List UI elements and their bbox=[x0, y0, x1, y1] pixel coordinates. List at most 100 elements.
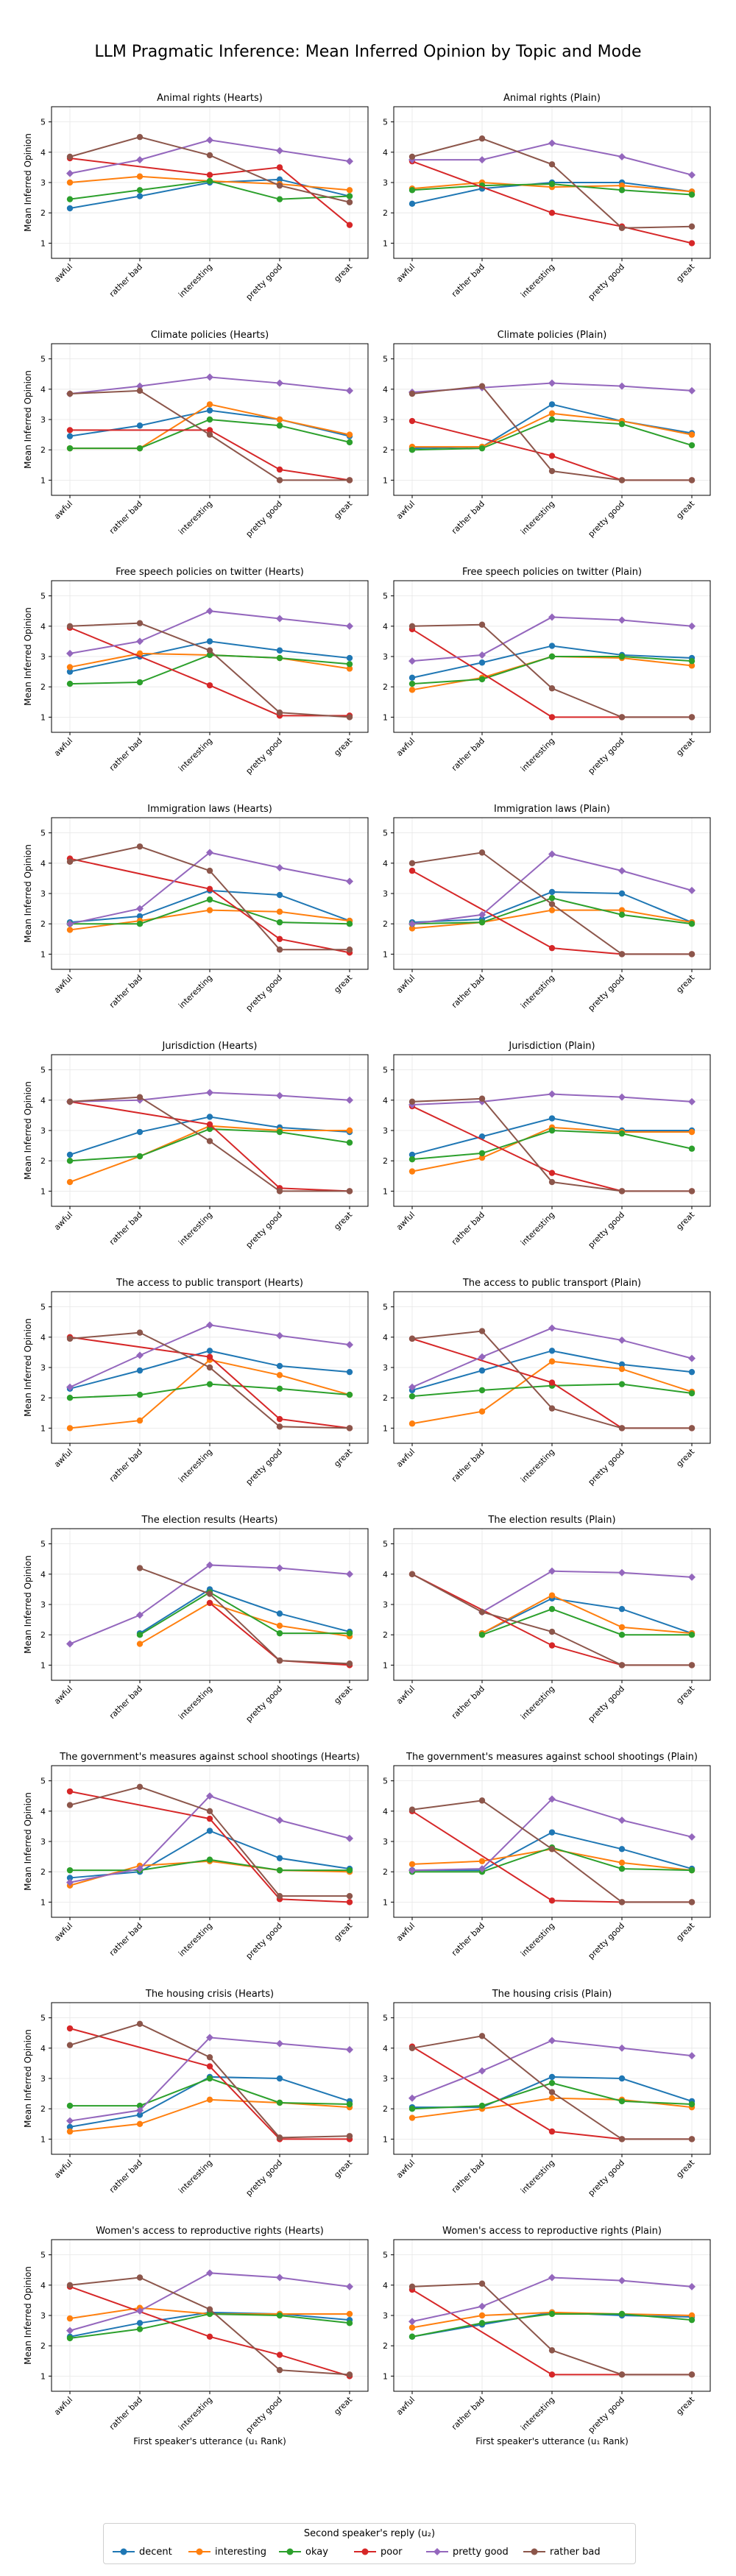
data-point bbox=[66, 2326, 74, 2335]
data-point bbox=[276, 1622, 283, 1630]
y-tick-label: 5 bbox=[40, 1303, 46, 1312]
y-tick-label: 3 bbox=[383, 415, 388, 425]
data-point bbox=[136, 1417, 144, 1424]
data-point bbox=[688, 2136, 696, 2142]
data-point bbox=[206, 1792, 213, 1800]
x-tick-label: pretty good bbox=[244, 1447, 285, 1487]
y-tick-label: 2 bbox=[383, 1393, 388, 1403]
data-point bbox=[478, 2067, 486, 2075]
data-point bbox=[478, 1865, 486, 1873]
data-point bbox=[688, 662, 696, 669]
data-point bbox=[346, 1188, 353, 1195]
data-point bbox=[478, 1797, 486, 1804]
y-tick-label: 3 bbox=[383, 1837, 388, 1847]
x-tick-label: pretty good bbox=[244, 973, 285, 1013]
series-line-poor bbox=[411, 160, 693, 244]
data-point bbox=[276, 1816, 283, 1825]
data-point bbox=[548, 2371, 556, 2378]
x-tick-label: interesting bbox=[519, 2395, 556, 2432]
x-tick-label: rather bad bbox=[450, 1921, 486, 1958]
data-point bbox=[276, 379, 283, 387]
data-point bbox=[408, 390, 416, 397]
y-tick-label: 5 bbox=[40, 1777, 46, 1786]
panel-title: Women's access to reproductive rights (H… bbox=[96, 2226, 324, 2237]
x-tick-label: pretty good bbox=[587, 1210, 627, 1250]
data-point bbox=[276, 146, 283, 155]
x-tick-label: rather bad bbox=[107, 2158, 144, 2195]
data-point bbox=[408, 153, 416, 160]
data-point bbox=[688, 2101, 696, 2108]
y-tick-label: 1 bbox=[40, 1660, 46, 1670]
data-point bbox=[688, 1188, 696, 1195]
chart-panel: The election results (Hearts) 1 2 3 4 5 Mean I… bbox=[23, 1515, 369, 1724]
x-tick-label: awful bbox=[52, 973, 74, 995]
data-point bbox=[408, 623, 416, 629]
data-point bbox=[688, 1899, 696, 1906]
x-tick-label: awful bbox=[52, 1447, 74, 1469]
data-point bbox=[688, 386, 696, 394]
data-point bbox=[548, 1358, 556, 1365]
data-point bbox=[66, 2042, 74, 2048]
data-point bbox=[66, 2315, 74, 2322]
data-point bbox=[618, 2276, 626, 2285]
data-point bbox=[408, 2324, 416, 2331]
y-tick-label: 2 bbox=[383, 1630, 388, 1640]
data-point bbox=[688, 1368, 696, 1376]
data-point bbox=[346, 2310, 353, 2318]
y-tick-label: 5 bbox=[40, 2251, 46, 2260]
y-tick-label: 5 bbox=[383, 355, 388, 364]
data-point bbox=[548, 888, 556, 896]
x-tick-label: interesting bbox=[177, 1684, 214, 1722]
data-point bbox=[408, 2283, 416, 2290]
x-tick-label: pretty good bbox=[587, 262, 627, 302]
data-point bbox=[346, 2320, 353, 2326]
data-point bbox=[136, 1565, 144, 1571]
data-point bbox=[66, 1640, 74, 1648]
chart-panel: Animal rights (Plain) 1 2 3 4 5 awful rather ba… bbox=[383, 93, 711, 302]
x-tick-label: pretty good bbox=[244, 1210, 285, 1250]
data-point bbox=[206, 373, 213, 381]
y-tick-label: 5 bbox=[40, 829, 46, 838]
data-point bbox=[206, 907, 213, 913]
data-point bbox=[346, 1096, 353, 1104]
data-point bbox=[408, 2115, 416, 2121]
y-tick-label: 3 bbox=[383, 1126, 388, 1136]
y-tick-label: 5 bbox=[383, 1303, 388, 1312]
data-point bbox=[548, 2128, 556, 2135]
y-tick-label: 1 bbox=[383, 2371, 388, 2381]
data-point bbox=[346, 1341, 353, 1349]
y-tick-label: 5 bbox=[383, 592, 388, 601]
data-point bbox=[688, 2282, 696, 2290]
panel-title: The election results (Hearts) bbox=[141, 1515, 278, 1526]
y-tick-label: 4 bbox=[383, 859, 388, 868]
data-point bbox=[346, 1127, 353, 1134]
y-tick-label: 4 bbox=[40, 1570, 46, 1579]
data-point bbox=[136, 134, 144, 141]
data-point bbox=[66, 1383, 74, 1391]
data-point bbox=[478, 651, 486, 659]
data-point bbox=[478, 621, 486, 628]
data-point bbox=[618, 1365, 626, 1373]
data-point bbox=[618, 1425, 626, 1432]
data-point bbox=[618, 653, 626, 660]
data-point bbox=[548, 1127, 556, 1134]
data-point bbox=[548, 1605, 556, 1613]
x-tick-label: great bbox=[674, 1683, 696, 1705]
y-tick-label: 2 bbox=[40, 2341, 46, 2351]
data-point bbox=[408, 680, 416, 687]
y-tick-label: 4 bbox=[40, 1096, 46, 1105]
data-point bbox=[136, 382, 144, 390]
y-tick-label: 5 bbox=[383, 1066, 388, 1075]
data-point bbox=[136, 1641, 144, 1647]
data-point bbox=[548, 180, 556, 188]
data-point bbox=[346, 1899, 353, 1906]
x-tick-label: rather bad bbox=[107, 1447, 144, 1484]
data-point bbox=[548, 1628, 556, 1635]
data-point bbox=[478, 383, 486, 389]
x-tick-label: rather bad bbox=[107, 262, 144, 299]
data-point bbox=[478, 1150, 486, 1157]
x-tick-label: interesting bbox=[177, 736, 214, 774]
data-point bbox=[276, 2352, 283, 2358]
chart-panel: Immigration laws (Hearts) 1 2 3 4 5 Mean Infer… bbox=[23, 804, 369, 1013]
data-point bbox=[136, 2320, 144, 2326]
